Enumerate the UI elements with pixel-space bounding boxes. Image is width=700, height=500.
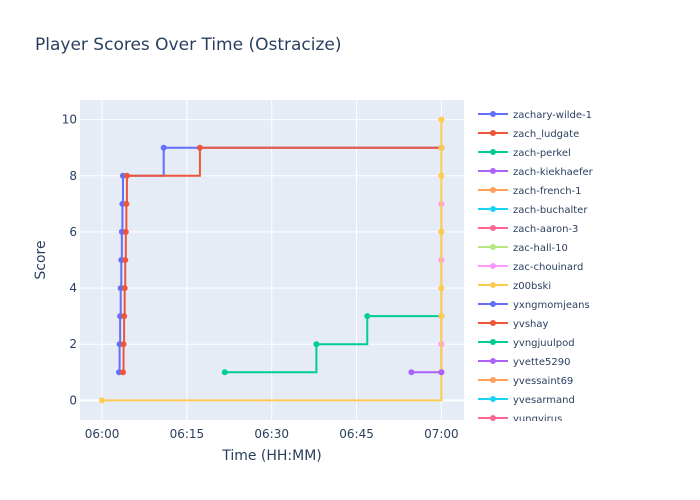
data-point[interactable] [121,313,128,320]
legend-label: yvesarmand [513,395,575,406]
y-tick-label: 8 [69,169,77,183]
legend-label: yxngmomjeans [513,300,590,311]
legend-marker-icon [490,263,496,269]
legend-marker-icon [490,282,496,288]
legend-label: zac-hall-10 [513,243,568,254]
data-point[interactable] [438,228,445,235]
x-tick-label: 06:15 [170,427,205,441]
x-axis-label: Time (HH:MM) [221,448,322,464]
legend-marker-icon [490,111,496,117]
data-point[interactable] [438,144,445,151]
data-point[interactable] [221,369,228,376]
legend-label: z00bski [513,281,551,292]
data-point[interactable] [120,341,127,348]
y-tick-label: 10 [62,113,77,127]
legend-label: zach-aaron-3 [513,224,578,235]
legend-marker-icon [490,339,496,345]
legend-item[interactable]: yvessaint69 [478,376,573,387]
legend-item[interactable]: zach-perkel [478,148,571,159]
legend-item[interactable]: yvngjuulpod [478,338,575,349]
legend-label: yvngjuulpod [513,338,575,349]
legend-item[interactable]: zach-buchalter [478,205,588,216]
trace-zach_ludgate[interactable] [119,144,445,376]
legend-item[interactable]: zach-french-1 [478,186,582,197]
legend-label: zach-buchalter [513,205,588,216]
legend-item[interactable]: yxngmomjeans [478,300,590,311]
legend-clip [470,421,700,500]
data-point[interactable] [122,228,129,235]
y-tick-label: 2 [69,337,77,351]
trace-z00bski[interactable] [99,116,445,404]
data-point[interactable] [123,200,130,207]
legend-item[interactable]: zachary-wilde-1 [478,110,592,121]
legend-label: zachary-wilde-1 [513,110,592,121]
x-tick-label: 07:00 [424,427,459,441]
legend-marker-icon [490,206,496,212]
legend-label: zach-kiekhaefer [513,167,594,178]
data-point[interactable] [438,313,445,320]
legend-item[interactable]: zach_ludgate [478,129,579,140]
legend-label: yvshay [513,319,549,330]
x-tick-label: 06:45 [339,427,374,441]
y-tick-label: 0 [69,393,77,407]
y-axis-label: Score [33,240,49,279]
data-point[interactable] [119,369,126,376]
data-point[interactable] [123,172,130,179]
legend-item[interactable]: zac-hall-10 [478,243,568,254]
legend-label: zac-chouinard [513,262,583,273]
legend-marker-icon [490,301,496,307]
legend-marker-icon [490,225,496,231]
legend-label: yvette5290 [513,357,570,368]
legend-label: zach-french-1 [513,186,582,197]
data-point[interactable] [438,285,445,292]
data-point[interactable] [438,172,445,179]
legend-label: zach_ludgate [513,129,579,140]
legend-label: zach-perkel [513,148,571,159]
x-tick-label: 06:30 [254,427,289,441]
legend-item[interactable]: yvette5290 [478,357,570,368]
data-point[interactable] [160,144,167,151]
legend-marker-icon [490,320,496,326]
legend-label: yvessaint69 [513,376,573,387]
legend-marker-icon [490,377,496,383]
data-point[interactable] [438,369,445,376]
data-point[interactable] [364,313,371,320]
x-tick-label: 06:00 [85,427,120,441]
data-point[interactable] [121,285,128,292]
legend-item[interactable]: yungvirus [478,414,562,425]
legend-marker-icon [490,358,496,364]
legend-item[interactable]: yvshay [478,319,549,330]
data-point[interactable] [122,257,129,263]
data-point[interactable] [99,397,106,404]
y-tick-label: 6 [69,225,77,239]
legend-marker-icon [490,168,496,174]
data-point[interactable] [438,116,445,123]
data-point[interactable] [408,369,415,376]
legend-item[interactable]: yvesarmand [478,395,575,406]
legend-marker-icon [490,415,496,421]
series-line [102,119,443,402]
legend-marker-icon [490,244,496,250]
legend-label: yungvirus [513,414,562,425]
legend-marker-icon [490,396,496,402]
legend-item[interactable]: zach-aaron-3 [478,224,578,235]
data-point[interactable] [313,341,320,348]
series-line [224,315,442,374]
legend-item[interactable]: zac-chouinard [478,262,583,273]
legend-marker-icon [490,149,496,155]
y-tick-label: 4 [69,281,77,295]
data-point[interactable] [196,144,203,151]
legend-marker-icon [490,187,496,193]
legend-marker-icon [490,130,496,136]
chart-title: Player Scores Over Time (Ostracize) [35,35,342,55]
legend-item[interactable]: z00bski [478,281,551,292]
legend-item[interactable]: zach-kiekhaefer [478,167,594,178]
trace-yvette5290[interactable] [408,369,445,376]
